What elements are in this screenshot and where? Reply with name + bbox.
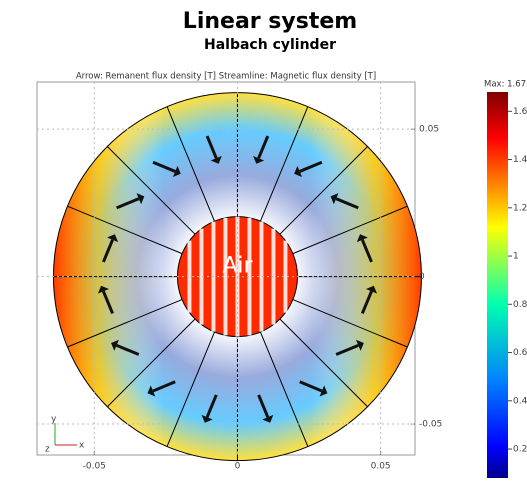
colorbar-tick-label: 0.8 (513, 300, 527, 310)
triad-label: z (45, 445, 50, 455)
colorbar-tick-label: 1.2 (513, 203, 527, 213)
colorbar-tick-label: 0.6 (513, 348, 527, 358)
colorbar (487, 92, 508, 478)
y-tick-label: -0.05 (419, 420, 442, 430)
plot-title: Arrow: Remanent flux density [T] Streaml… (76, 72, 376, 82)
colorbar-tick-label: 1 (513, 252, 519, 262)
title: Linear system (183, 9, 357, 34)
y-tick-label: 0 (419, 272, 425, 282)
x-tick-label: 0.05 (371, 462, 391, 472)
y-tick-label: 0.05 (419, 125, 439, 135)
x-tick-label: 0 (235, 462, 241, 472)
bore-stripe (283, 241, 287, 313)
colorbar-tick-label: 0.2 (513, 445, 527, 455)
triad-label: x (79, 441, 85, 451)
colorbar-tick-label: 1.4 (513, 155, 527, 165)
triad-label: y (51, 415, 57, 425)
colorbar-tick-label: 1.6 (513, 107, 527, 117)
colorbar-max: Max: 1.67 (484, 80, 526, 90)
subtitle: Halbach cylinder (204, 37, 336, 53)
colorbar-tick-label: 0.4 (513, 396, 527, 406)
page: Linear system Halbach cylinder Arrow: Re… (0, 0, 527, 481)
x-tick-label: -0.05 (83, 462, 106, 472)
